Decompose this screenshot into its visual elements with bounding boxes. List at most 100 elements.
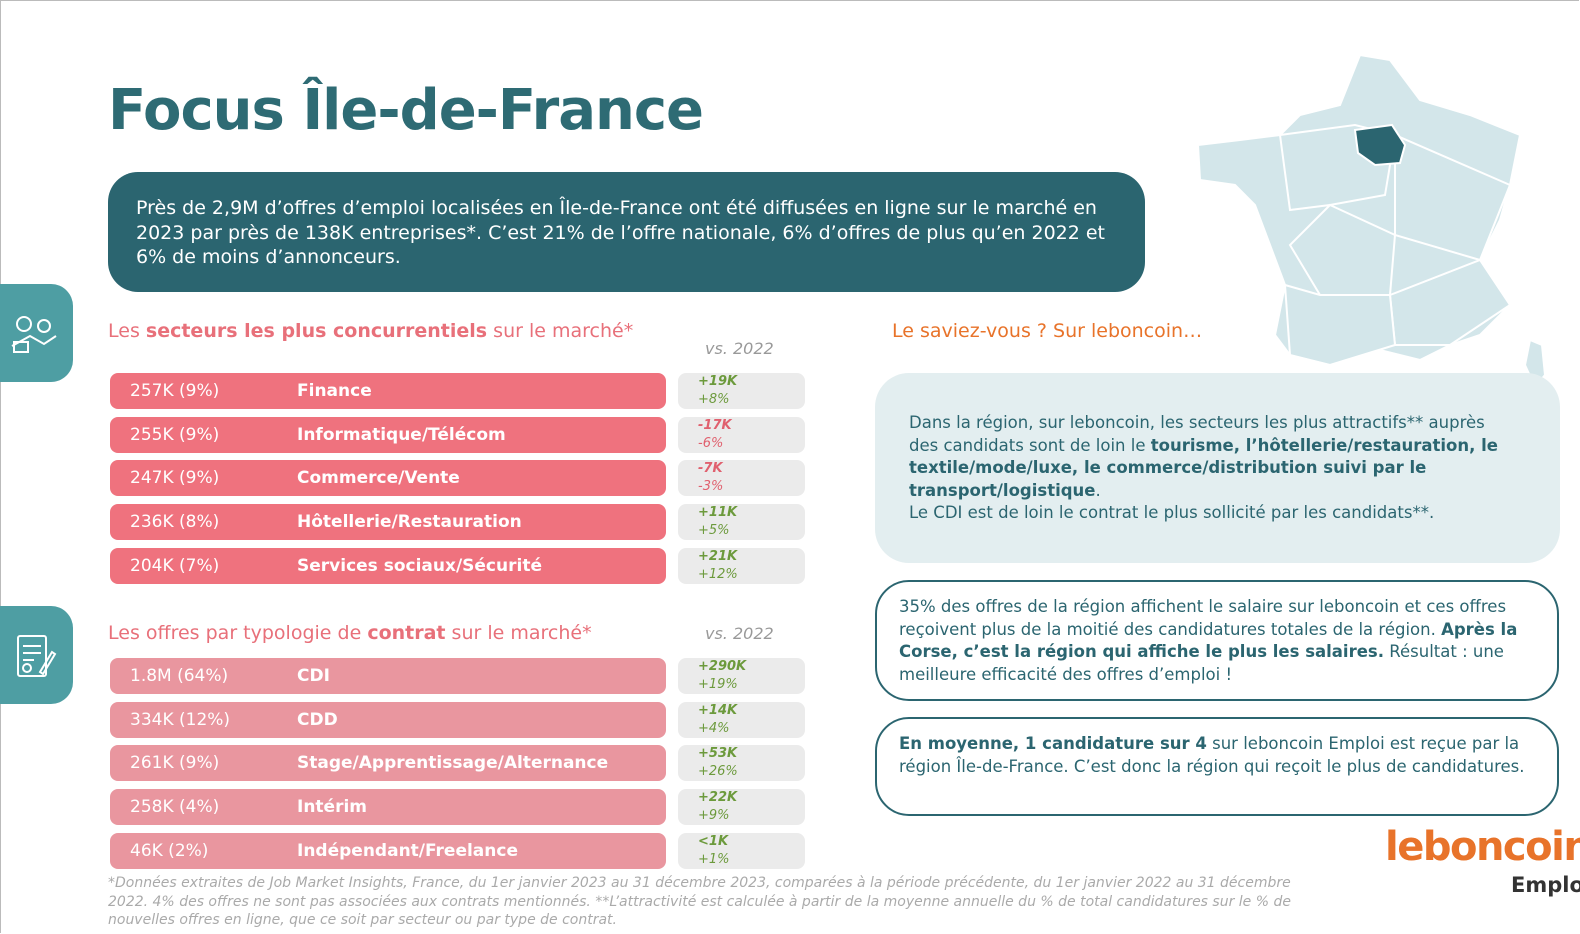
comparison-label: vs. 2022	[705, 624, 774, 643]
bar	[110, 373, 666, 409]
label: CDD	[297, 709, 338, 730]
bar	[110, 745, 666, 782]
change-pct: +9%	[698, 808, 730, 824]
change-pct: +5%	[698, 523, 730, 539]
info-text: En moyenne, 1 candidature sur 4 sur lebo…	[899, 733, 1539, 778]
change-box	[678, 701, 805, 738]
france-map	[1196, 53, 1547, 389]
title: Focus Île-de-France	[108, 78, 704, 143]
bar	[110, 832, 666, 869]
bold-text: tourisme, l’hôtellerie/restauration, le …	[909, 435, 1498, 500]
bar	[110, 504, 666, 541]
volume: 257K (9%)	[130, 381, 220, 401]
text: Le CDI est de loin le contrat le plus so…	[909, 503, 1435, 522]
sector-icon-tab	[0, 284, 73, 382]
contract-icon-tab	[0, 606, 73, 704]
text: Résultat : une meilleure efficacité des …	[899, 642, 1504, 684]
contracts-heading: Les offres par typologie de contrat sur …	[108, 622, 592, 644]
sectors-heading: Les secteurs les plus concurrentiels sur…	[108, 320, 633, 342]
bold-text: contrat	[367, 622, 446, 644]
change-box	[678, 745, 805, 782]
change-pct: +8%	[698, 392, 730, 407]
change-box	[678, 547, 805, 584]
sector-icon	[11, 316, 57, 353]
volume: 204K (7%)	[130, 555, 220, 576]
label: Stage/Apprentissage/Alternance	[297, 753, 609, 774]
change: -7K	[698, 461, 723, 477]
bar	[110, 658, 666, 694]
bold-text: Après la Corse, c’est la région qui affi…	[899, 619, 1518, 662]
volume: 1.8M (64%)	[130, 666, 229, 686]
change-box	[678, 789, 805, 826]
change: <1K	[698, 833, 729, 849]
bold-text: secteurs les plus concurrentiels	[145, 320, 488, 342]
text: Les offres par typologie de	[108, 622, 368, 644]
change-box	[678, 416, 805, 453]
intro-text: Près de 2,9M d’offres d’emploi localisée…	[136, 197, 1106, 268]
logo-brand: leboncoin	[1385, 824, 1580, 870]
text: Dans la région, sur leboncoin, les secte…	[909, 413, 1485, 455]
did-you-know-heading: Le saviez-vous ? Sur leboncoin…	[892, 320, 1203, 342]
change-pct: +1%	[698, 851, 730, 867]
region-highlight	[1353, 123, 1407, 167]
change-box	[678, 658, 805, 694]
paragraph: En moyenne, 1 candidature sur 4 sur lebo…	[899, 733, 1539, 778]
info-box	[875, 717, 1559, 816]
text: 35% des offres de la région affichent le…	[899, 597, 1507, 639]
bar	[110, 460, 666, 497]
paragraph: 35% des offres de la région affichent le…	[899, 596, 1539, 686]
text: sur leboncoin Emploi est reçue par la ré…	[899, 734, 1525, 776]
change-pct: +19%	[698, 677, 738, 692]
volume: 255K (9%)	[130, 424, 220, 445]
label: Hôtellerie/Restauration	[297, 512, 522, 533]
change-pct: +26%	[698, 764, 738, 780]
text: .	[1095, 480, 1101, 500]
label: CDI	[297, 666, 330, 686]
label: Informatique/Télécom	[297, 424, 506, 445]
footnote: *Données extraites de Job Market Insight…	[108, 875, 1291, 928]
change-box	[678, 504, 805, 541]
bar	[110, 547, 666, 584]
volume: 258K (4%)	[130, 797, 220, 818]
change-box	[678, 832, 805, 869]
contract-icon	[17, 635, 57, 677]
change: +53K	[698, 746, 738, 762]
change: +14K	[698, 702, 738, 718]
bold-text: En moyenne, 1 candidature sur 4	[899, 734, 1207, 753]
change: -17K	[698, 417, 732, 433]
volume: 236K (8%)	[130, 512, 220, 533]
intro-box	[108, 172, 1145, 292]
text: Les	[108, 320, 146, 342]
text: sur le marché*	[487, 320, 634, 342]
change: +290K	[698, 659, 747, 674]
volume: 247K (9%)	[130, 468, 220, 489]
info-box	[875, 373, 1560, 563]
change-box	[678, 460, 805, 497]
logo-product: Emploi	[1511, 873, 1580, 897]
change-pct: -3%	[698, 479, 724, 495]
bar	[110, 789, 666, 826]
paragraph: Le CDI est de loin le contrat le plus so…	[909, 502, 1519, 525]
label: Indépendant/Freelance	[297, 840, 518, 861]
bar	[110, 701, 666, 738]
change-pct: +12%	[698, 566, 738, 582]
bar	[110, 416, 666, 453]
info-text: 35% des offres de la région affichent le…	[899, 596, 1539, 686]
volume: 334K (12%)	[130, 709, 231, 730]
change-pct: +4%	[698, 720, 730, 736]
change: +21K	[698, 548, 738, 564]
change-box	[678, 373, 805, 409]
volume: 46K (2%)	[130, 840, 209, 861]
info-text: Dans la région, sur leboncoin, les secte…	[909, 412, 1519, 525]
change: +22K	[698, 790, 738, 806]
comparison-label: vs. 2022	[705, 339, 774, 358]
change: +11K	[698, 505, 738, 521]
change: +19K	[698, 374, 738, 389]
paragraph: Dans la région, sur leboncoin, les secte…	[909, 412, 1519, 502]
change-pct: -6%	[698, 435, 724, 451]
text: sur le marché*	[445, 622, 592, 644]
info-box	[875, 580, 1559, 701]
